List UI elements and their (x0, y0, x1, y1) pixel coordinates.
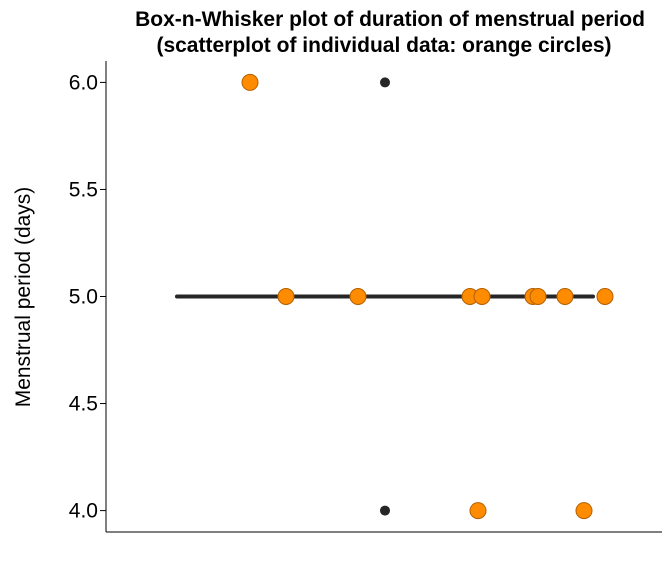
y-axis-title: Menstrual period (days) (12, 187, 35, 408)
y-tick-label: 5.0 (69, 286, 98, 309)
chart-title-line-1: Box-n-Whisker plot of duration of menstr… (135, 8, 645, 31)
outlier-point (380, 505, 390, 516)
data-point (596, 288, 614, 305)
data-point (473, 288, 491, 305)
data-point (529, 288, 547, 305)
data-point (575, 502, 593, 520)
y-tick-label: 4.0 (69, 500, 98, 523)
plot-area: 4.0 4.5 5.0 5.5 6.0 (69, 61, 662, 533)
data-point (469, 502, 487, 520)
y-tick-label: 6.0 (69, 71, 98, 94)
data-point (241, 73, 259, 91)
outlier-point (380, 77, 390, 88)
y-tick-label: 5.5 (69, 178, 98, 201)
data-point (556, 288, 574, 305)
data-point (277, 288, 295, 305)
y-tick-label: 4.5 (69, 393, 98, 416)
data-point (349, 288, 367, 305)
chart-title-line-2: (scatterplot of individual data: orange … (156, 34, 611, 57)
